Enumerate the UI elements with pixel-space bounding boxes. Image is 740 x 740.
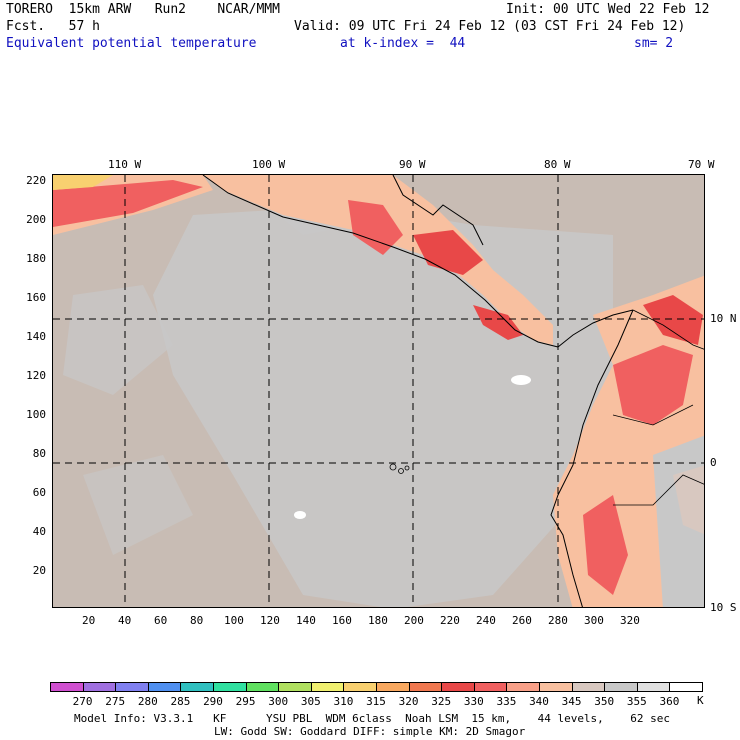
y-tick: 160 bbox=[26, 291, 46, 304]
lon-label: 110 W bbox=[108, 158, 142, 171]
colorbar-swatch bbox=[571, 682, 606, 692]
colorbar-swatch bbox=[245, 682, 280, 692]
colorbar-swatch bbox=[278, 682, 312, 692]
model-title: TORERO 15km ARW Run2 NCAR/MMM bbox=[6, 2, 280, 17]
smoothing: sm= 2 bbox=[634, 36, 674, 51]
y-tick: 100 bbox=[26, 408, 46, 421]
x-tick: 320 bbox=[620, 614, 640, 627]
colorbar-swatch bbox=[343, 682, 377, 692]
colorbar-swatch bbox=[180, 682, 214, 692]
x-tick: 240 bbox=[476, 614, 496, 627]
colorbar-label: 325 bbox=[431, 695, 452, 708]
init-time: Init: 00 UTC Wed 22 Feb 12 bbox=[506, 2, 710, 17]
colorbar-label: 345 bbox=[561, 695, 582, 708]
colorbar-label: 305 bbox=[300, 695, 321, 708]
colorbar-swatch bbox=[473, 682, 508, 692]
lat-label: 10 S bbox=[710, 601, 737, 614]
x-tick: 20 bbox=[82, 614, 96, 627]
colorbar-label: 315 bbox=[366, 695, 386, 708]
lat-label: 0 bbox=[710, 456, 717, 469]
map-plot bbox=[53, 175, 704, 607]
y-tick: 80 bbox=[32, 447, 46, 460]
physics-info: LW: Godd SW: Goddard DIFF: simple KM: 2D… bbox=[214, 725, 526, 738]
colorbar-label: 280 bbox=[137, 695, 158, 708]
lon-label: 80 W bbox=[544, 158, 571, 171]
model-info: Model Info: V3.3.1 KF YSU PBL WDM 6class… bbox=[74, 712, 671, 725]
x-tick: 180 bbox=[368, 614, 388, 627]
x-tick: 200 bbox=[404, 614, 424, 627]
colorbar-label: 355 bbox=[626, 695, 647, 708]
lon-label: 90 W bbox=[399, 158, 426, 171]
y-tick: 20 bbox=[32, 564, 46, 577]
colorbar-swatch bbox=[115, 682, 149, 692]
field-name: Equivalent potential temperature bbox=[6, 36, 257, 51]
colorbar-swatch bbox=[213, 682, 247, 692]
colorbar-swatch bbox=[669, 682, 703, 692]
x-tick: 80 bbox=[190, 614, 204, 627]
level-index: at k-index = 44 bbox=[340, 36, 466, 51]
y-tick: 180 bbox=[26, 252, 46, 265]
colorbar-label: 285 bbox=[170, 695, 191, 708]
colorbar-label: 300 bbox=[268, 695, 289, 708]
colorbar-swatch bbox=[539, 682, 573, 692]
colorbar-label: 340 bbox=[529, 695, 549, 708]
lon-label: 100 W bbox=[252, 158, 286, 171]
x-tick: 120 bbox=[260, 614, 280, 627]
x-tick: 160 bbox=[332, 614, 352, 627]
lat-label: 10 N bbox=[710, 312, 737, 325]
x-tick: 100 bbox=[224, 614, 244, 627]
colorbar-label: 270 bbox=[72, 695, 93, 708]
colorbar-swatch bbox=[376, 682, 410, 692]
colorbar-label: 350 bbox=[594, 695, 615, 708]
colorbar-label: 295 bbox=[235, 695, 256, 708]
x-tick: 220 bbox=[440, 614, 460, 627]
colorbar-label: 310 bbox=[333, 695, 354, 708]
x-tick: 40 bbox=[118, 614, 132, 627]
colorbar-label: 330 bbox=[463, 695, 484, 708]
colorbar-label: 290 bbox=[203, 695, 223, 708]
forecast-hour: Fcst. 57 h bbox=[6, 19, 100, 34]
valid-time: Valid: 09 UTC Fri 24 Feb 12 (03 CST Fri … bbox=[294, 19, 686, 34]
colorbar-swatch bbox=[147, 682, 182, 692]
lon-label: 70 W bbox=[688, 158, 715, 171]
colorbar-swatch bbox=[604, 682, 638, 692]
colorbar-swatch bbox=[408, 682, 443, 692]
colorbar-swatch bbox=[441, 682, 475, 692]
y-tick: 60 bbox=[32, 486, 46, 499]
y-tick: 40 bbox=[32, 525, 46, 538]
colorbar-swatch bbox=[636, 682, 671, 692]
x-tick: 260 bbox=[512, 614, 532, 627]
colorbar-swatch bbox=[310, 682, 345, 692]
y-tick: 140 bbox=[26, 330, 46, 343]
y-tick: 120 bbox=[26, 369, 46, 382]
colorbar-swatch bbox=[506, 682, 540, 692]
colorbar-unit: K bbox=[697, 694, 704, 707]
x-tick: 60 bbox=[154, 614, 168, 627]
x-tick: 140 bbox=[296, 614, 316, 627]
colorbar-swatch bbox=[50, 682, 84, 692]
x-tick: 300 bbox=[584, 614, 604, 627]
colorbar-label: 275 bbox=[105, 695, 126, 708]
y-tick: 200 bbox=[26, 213, 46, 226]
colorbar-swatch bbox=[82, 682, 117, 692]
colorbar-label: 335 bbox=[496, 695, 517, 708]
y-tick: 220 bbox=[26, 174, 46, 187]
colorbar-label: 360 bbox=[659, 695, 680, 708]
colorbar-label: 320 bbox=[398, 695, 419, 708]
x-tick: 280 bbox=[548, 614, 568, 627]
map-panel bbox=[52, 174, 705, 608]
